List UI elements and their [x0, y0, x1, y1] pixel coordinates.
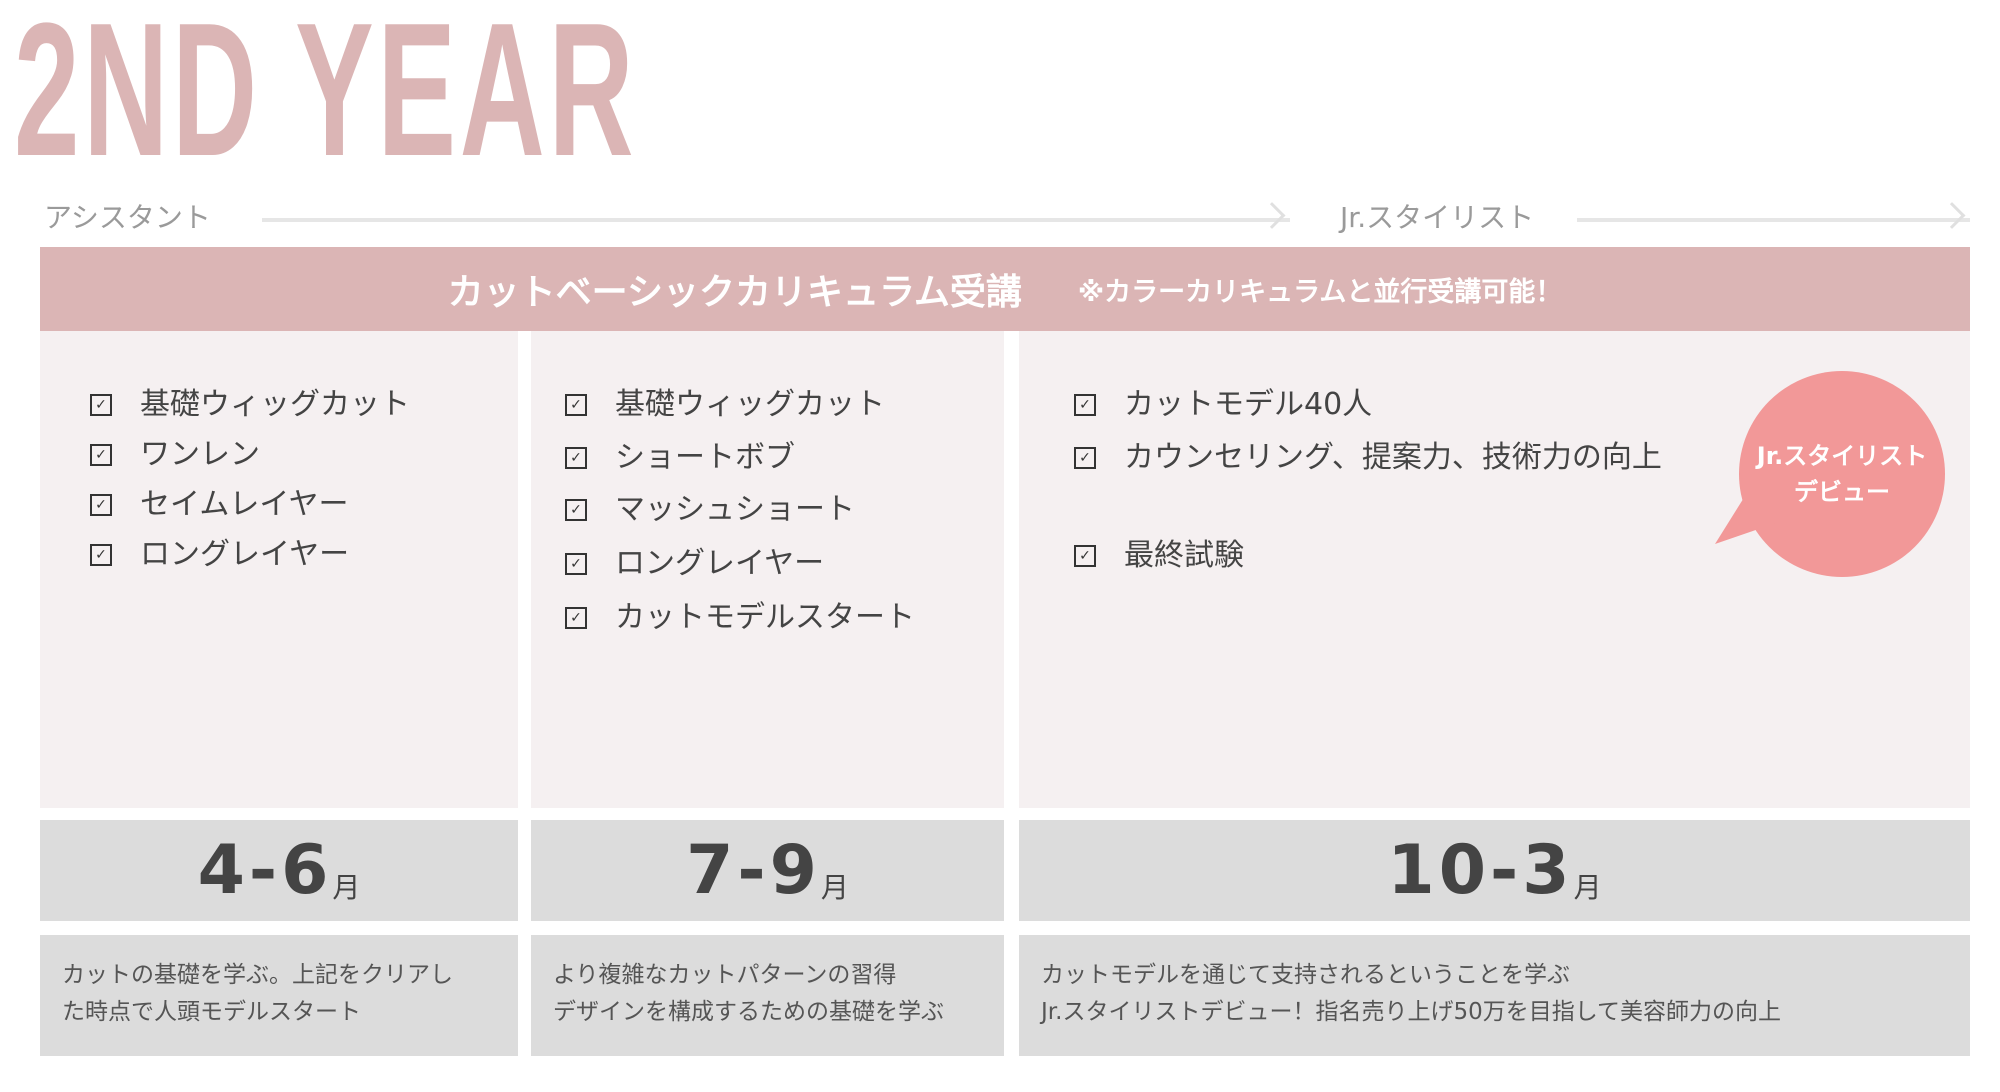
checklist-item: ✓ 最終試験 [1074, 536, 1244, 576]
desc-line: より複雑なカットパターンの習得 [553, 962, 897, 988]
checkbox-checked-icon: ✓ [565, 447, 587, 469]
desc-3: カットモデルを通じて支持されるということを学ぶ Jr.スタイリストデビュー！指名売… [1019, 935, 1970, 1056]
checklist-label: マッシュショート [615, 492, 855, 527]
checklist-item: ✓ ロングレイヤー [90, 535, 349, 575]
checkbox-checked-icon: ✓ [1074, 394, 1096, 416]
desc-line: Jr.スタイリストデビュー！指名売り上げ50万を目指して美容師力の向上 [1041, 999, 1782, 1025]
checklist-label: ロングレイヤー [140, 537, 350, 572]
checkbox-checked-icon: ✓ [1074, 447, 1096, 469]
desc-2: より複雑なカットパターンの習得デザインを構成するための基礎を学ぶ [531, 935, 1004, 1056]
checklist-label: 基礎ウィッグカット [140, 387, 410, 422]
checklist-item: ✓ セイムレイヤー [90, 485, 349, 525]
bubble-tail [1715, 480, 1785, 544]
month-range: 10-3 [1387, 831, 1574, 910]
month-range: 4-6 [197, 831, 333, 910]
checklist-label: カウンセリング、提案力、技術力の向上 [1124, 440, 1662, 475]
month-1: 4-6 月 [40, 820, 518, 921]
page-title: 2ND YEAR [14, 0, 638, 196]
checklist-label: カットモデル40人 [1124, 387, 1373, 422]
banner-note: ※カラーカリキュラムと並行受講可能！ [1077, 276, 1563, 308]
month-unit: 月 [332, 870, 361, 904]
checklist-item: ✓ カウンセリング、提案力、技術力の向上 [1074, 438, 1662, 478]
month-unit: 月 [1573, 870, 1602, 904]
desc-line: カットモデルを通じて支持されるということを学ぶ [1041, 962, 1570, 988]
checklist-item: ✓ 基礎ウィッグカット [565, 385, 885, 425]
bubble-line-2: デビュー [1794, 478, 1890, 506]
bubble-line-1: Jr.スタイリスト [1756, 442, 1928, 470]
checklist-label: ショートボブ [615, 440, 795, 475]
checklist-label: ロングレイヤー [615, 546, 825, 581]
jr-stylist-debut-bubble: Jr.スタイリスト デビュー [1739, 371, 1945, 577]
month-3: 10-3 月 [1019, 820, 1970, 921]
arrow-assistant [262, 218, 1290, 222]
checkbox-checked-icon: ✓ [565, 553, 587, 575]
checkbox-checked-icon: ✓ [90, 544, 112, 566]
checkbox-checked-icon: ✓ [1074, 545, 1096, 567]
checklist-item: ✓ カットモデルスタート [565, 598, 915, 638]
checkbox-checked-icon: ✓ [90, 444, 112, 466]
checkbox-checked-icon: ✓ [565, 394, 587, 416]
column-1-panel [40, 331, 518, 808]
checklist-item: ✓ カットモデル40人 [1074, 385, 1372, 425]
desc-line: カットの基礎を学ぶ。上記をクリアし [62, 962, 453, 988]
month-unit: 月 [820, 870, 849, 904]
stage-jr-stylist: Jr.スタイリスト [1340, 201, 1535, 234]
banner-title: カットベーシックカリキュラム受講 [447, 272, 1022, 313]
arrow-jr-stylist [1577, 218, 1970, 222]
checkbox-checked-icon: ✓ [565, 499, 587, 521]
month-range: 7-9 [686, 831, 821, 910]
checklist-label: 最終試験 [1124, 538, 1244, 573]
checkbox-checked-icon: ✓ [90, 494, 112, 516]
checklist-item: ✓ ワンレン [90, 435, 260, 475]
desc-line: た時点で人頭モデルスタート [62, 999, 361, 1025]
column-2-panel [531, 331, 1004, 808]
checklist-item: ✓ ショートボブ [565, 438, 795, 478]
checklist-item: ✓ マッシュショート [565, 490, 855, 530]
checklist-label: セイムレイヤー [140, 487, 349, 522]
desc-1: カットの基礎を学ぶ。上記をクリアし た時点で人頭モデルスタート [40, 935, 518, 1056]
checklist-label: カットモデルスタート [615, 600, 915, 635]
checklist-item: ✓ 基礎ウィッグカット [90, 385, 410, 425]
checkbox-checked-icon: ✓ [90, 394, 112, 416]
checklist-label: 基礎ウィッグカット [615, 387, 885, 422]
month-2: 7-9 月 [531, 820, 1004, 921]
checklist-item: ✓ ロングレイヤー [565, 544, 824, 584]
desc-line: デザインを構成するための基礎を学ぶ [553, 999, 944, 1025]
stage-assistant: アシスタント [44, 201, 211, 234]
curriculum-banner: カットベーシックカリキュラム受講 ※カラーカリキュラムと並行受講可能！ [40, 247, 1970, 331]
checkbox-checked-icon: ✓ [565, 607, 587, 629]
checklist-label: ワンレン [140, 437, 260, 472]
